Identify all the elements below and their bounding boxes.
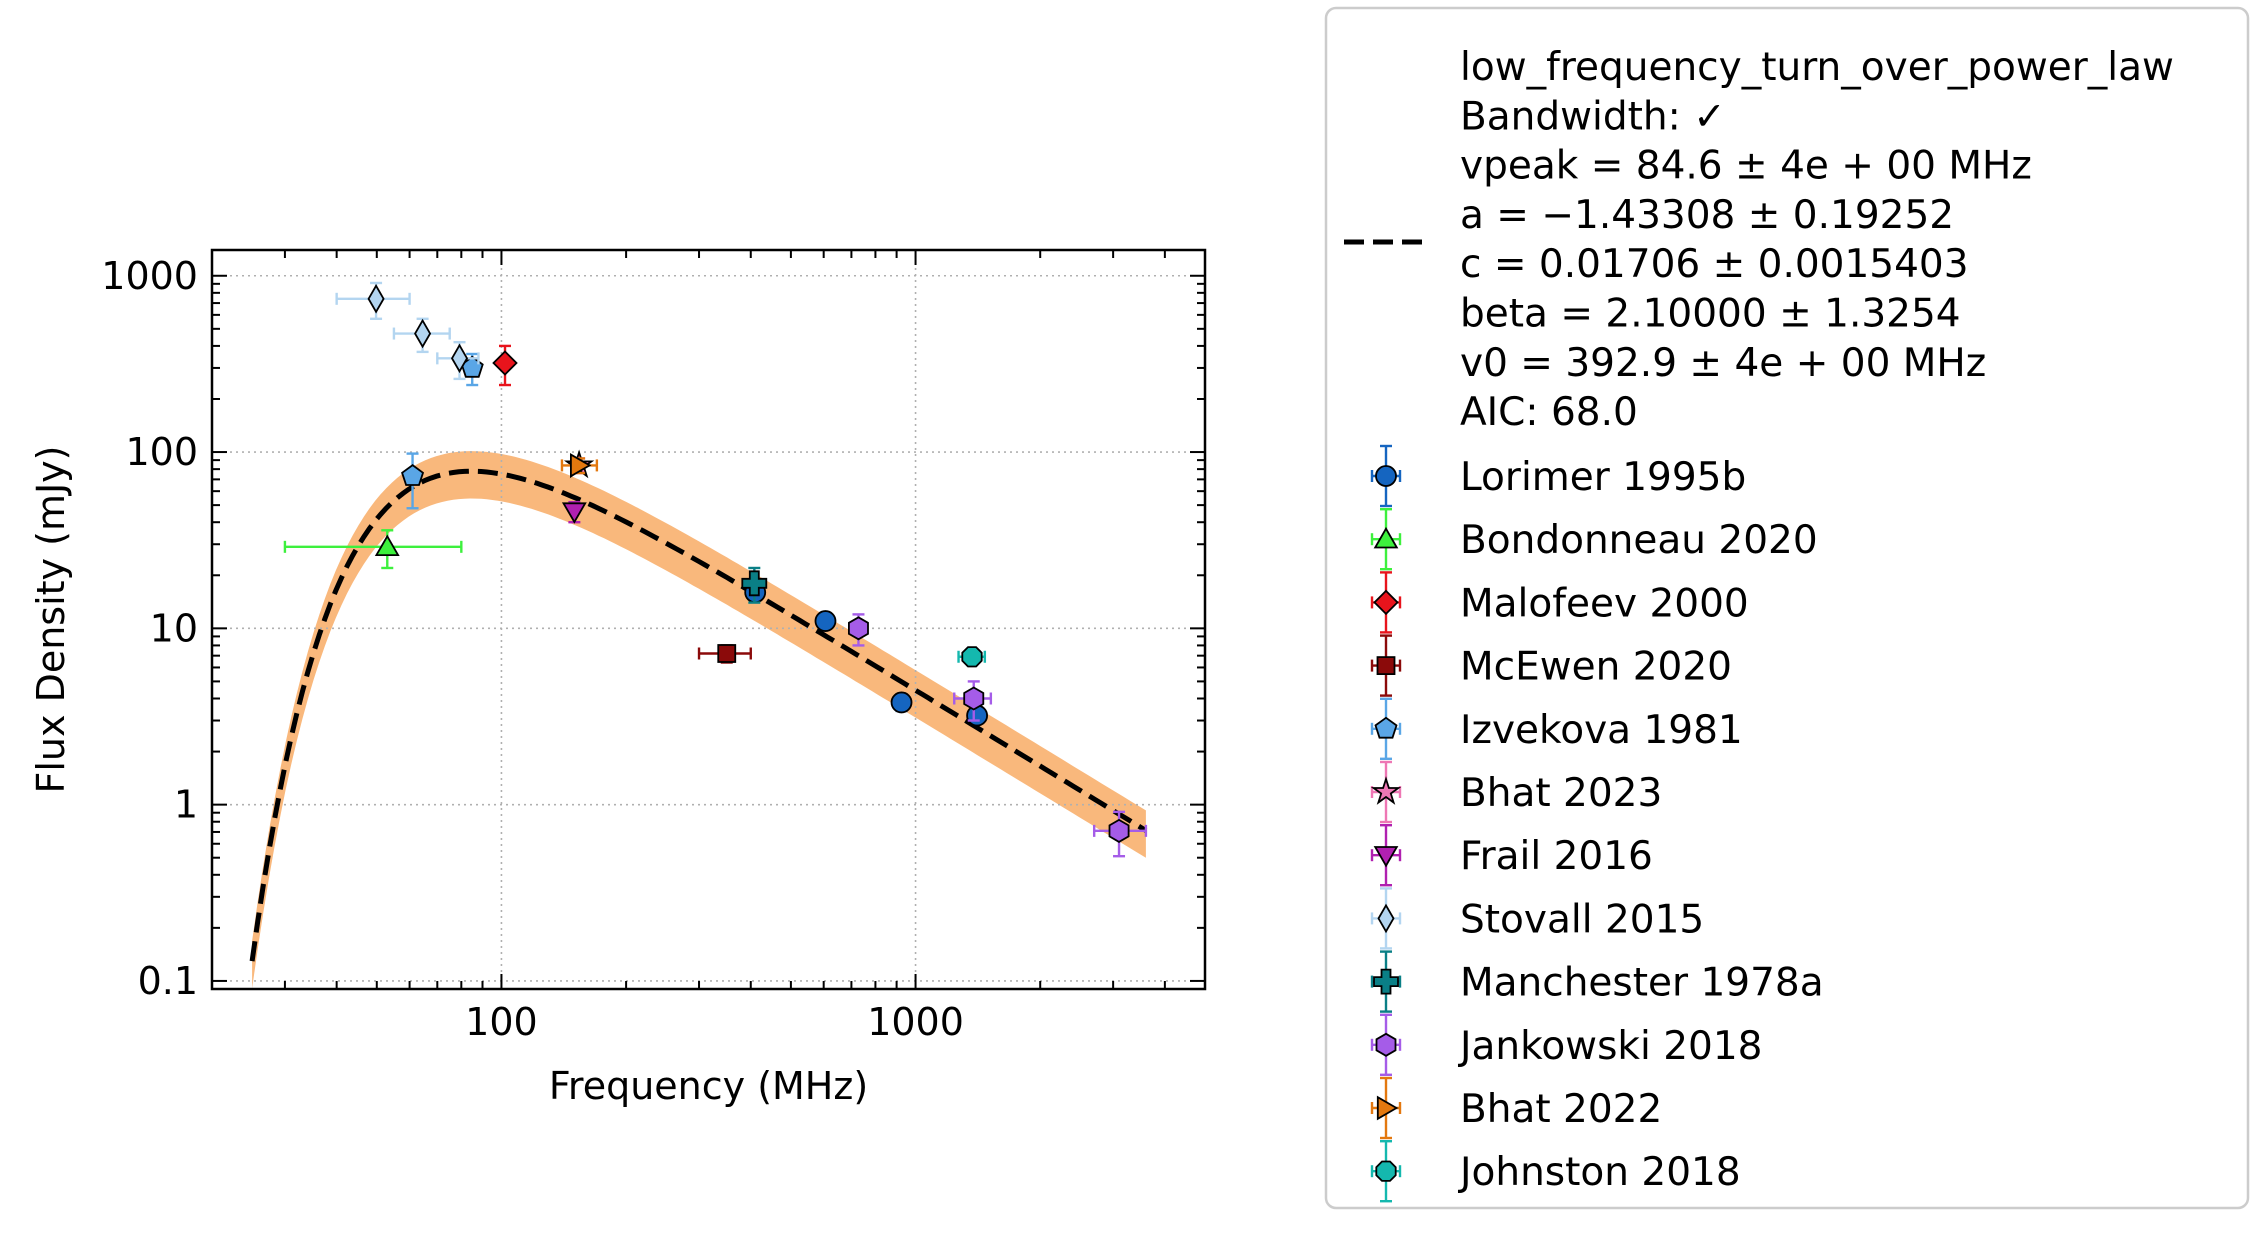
legend-box — [1324, 6, 2250, 1210]
data-point — [717, 644, 737, 663]
legend-entry: Izvekova 1981 — [1370, 697, 1743, 760]
legend-entry: Bondonneau 2020 — [1370, 508, 1818, 571]
fit-line — [249, 468, 1148, 962]
legend-label: Johnston 2018 — [1457, 1150, 1741, 1195]
series-mcewen-2020 — [697, 644, 752, 664]
legend-marker — [1376, 656, 1396, 675]
legend-fit-line-0: low_frequency_turn_over_power_law — [1460, 45, 2174, 90]
y-tick-label: 1000 — [101, 254, 198, 298]
legend-marker — [1377, 903, 1395, 934]
data-point — [367, 284, 385, 314]
x-tick-label: 1000 — [867, 1000, 964, 1044]
legend-fit-line-2: vpeak = 84.6 ± 4e + 00 MHz — [1460, 144, 2032, 189]
series-jankowski-2018 — [848, 613, 1148, 858]
legend-fit-line-1: Bandwidth: ✓ — [1460, 94, 1726, 139]
legend-label: Malofeev 2000 — [1460, 581, 1749, 626]
legend-label: Izvekova 1981 — [1460, 708, 1743, 753]
series-bhat-2022 — [560, 453, 599, 478]
data-point — [561, 502, 587, 524]
fit-line-layer — [249, 468, 1148, 962]
legend-fit-line-6: v0 = 392.9 ± 4e + 00 MHz — [1460, 341, 1986, 386]
legend-entry: Johnston 2018 — [1370, 1139, 1741, 1203]
y-tick-label: 1 — [174, 783, 198, 827]
legend-marker — [1375, 465, 1397, 487]
legend-label: Manchester 1978a — [1460, 961, 1824, 1006]
legend-entry: Stovall 2015 — [1370, 887, 1704, 950]
series-frail-2016 — [561, 500, 587, 524]
legend-label: Frail 2016 — [1460, 834, 1653, 879]
data-point — [814, 610, 837, 632]
legend-label: Bhat 2023 — [1460, 771, 1662, 816]
data-point — [963, 686, 985, 711]
legend-marker — [1374, 716, 1398, 739]
data-point — [890, 691, 913, 714]
legend-label: Bhat 2022 — [1460, 1087, 1662, 1132]
y-tick-label: 0.1 — [138, 959, 198, 1003]
tick-layer: 100 1000 0.1 1 10 100 1000 — [101, 250, 1205, 1044]
legend-label: Jankowski 2018 — [1457, 1024, 1762, 1069]
legend-marker — [1373, 968, 1399, 995]
data-point — [492, 350, 518, 376]
series-malofeev-2000 — [492, 344, 518, 387]
data-point — [374, 534, 400, 556]
legend-marker — [1375, 1160, 1397, 1182]
legend-label: McEwen 2020 — [1460, 645, 1732, 690]
data-point — [401, 463, 425, 486]
legend-fit-line-4: c = 0.01706 ± 0.0015403 — [1460, 242, 1969, 287]
y-tick-label: 10 — [150, 606, 198, 650]
data-point — [848, 616, 869, 641]
data-point — [570, 453, 592, 478]
legend-entry: Manchester 1978a — [1370, 950, 1824, 1013]
legend-label: Lorimer 1995b — [1460, 455, 1746, 500]
legend-label: Stovall 2015 — [1460, 897, 1704, 942]
series-johnston-2018 — [957, 646, 987, 668]
legend-marker — [1375, 1032, 1397, 1057]
data-point — [414, 318, 432, 349]
x-axis-title: Frequency (MHz) — [549, 1064, 868, 1108]
legend-fit-line-5: beta = 2.10000 ± 1.3254 — [1460, 292, 1961, 337]
data-point — [961, 646, 983, 668]
series-bondonneau-2020 — [283, 529, 463, 570]
legend-entry: Bhat 2023 — [1370, 760, 1662, 824]
legend-fit-line-3: a = −1.43308 ± 0.19252 — [1460, 193, 1954, 238]
legend-marker — [1373, 846, 1399, 868]
legend-marker — [1376, 1095, 1399, 1121]
data-points-layer — [283, 281, 1148, 858]
series-manchester-1978a — [741, 566, 768, 604]
data-point — [1108, 818, 1130, 843]
legend-entry: Frail 2016 — [1370, 824, 1653, 887]
series-izvekova-1981 — [401, 352, 484, 510]
legend-entry: Bhat 2022 — [1370, 1076, 1662, 1140]
data-point — [450, 343, 469, 374]
legend-entry: Jankowski 2018 — [1370, 1013, 1762, 1077]
legend-entry: Lorimer 1995b — [1370, 444, 1746, 508]
x-tick-label: 100 — [465, 1000, 538, 1044]
legend: low_frequency_turn_over_power_lawBandwid… — [1324, 6, 2250, 1210]
legend-marker — [1373, 589, 1399, 616]
legend-fit-line-7: AIC: 68.0 — [1460, 390, 1638, 435]
legend-label: Bondonneau 2020 — [1460, 518, 1818, 563]
legend-entry: McEwen 2020 — [1370, 634, 1732, 697]
legend-items: low_frequency_turn_over_power_lawBandwid… — [1344, 45, 2174, 1203]
legend-marker — [1373, 526, 1399, 549]
data-point — [741, 570, 768, 597]
legend-marker — [1370, 776, 1402, 805]
y-axis-title: Flux Density (mJy) — [29, 446, 73, 794]
series-stovall-2015 — [335, 281, 480, 381]
legend-entry: Malofeev 2000 — [1370, 571, 1749, 634]
plot-frame — [210, 248, 1207, 991]
y-tick-label: 100 — [125, 430, 198, 474]
